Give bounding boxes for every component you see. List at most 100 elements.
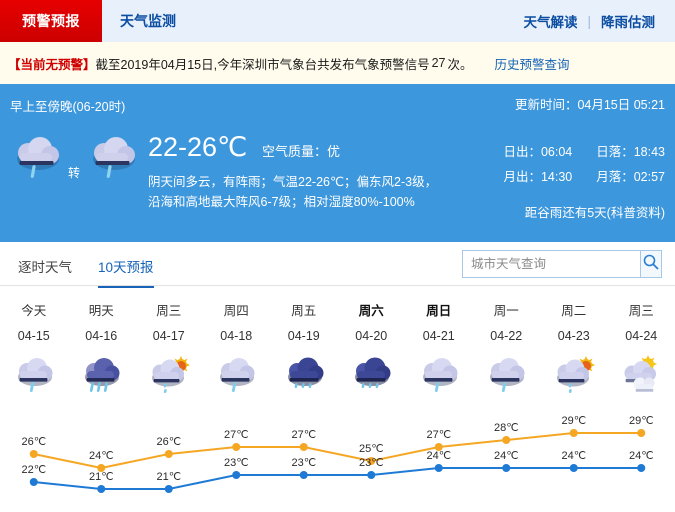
- current-temperature: 22-26℃: [148, 132, 248, 162]
- forecast-day-name: 周日: [426, 304, 452, 318]
- cloud-rain-icon: [416, 355, 462, 393]
- low-temp-point: [637, 464, 646, 472]
- nav-tab-weather-monitoring[interactable]: 天气监测: [102, 0, 194, 42]
- air-quality-label: 空气质量：: [262, 144, 328, 159]
- city-search-box: [462, 250, 662, 278]
- current-weather-panel: 早上至傍晚(06-20时) 转: [0, 84, 675, 242]
- nav-tab-warning-forecast-label: 预警预报: [22, 13, 80, 29]
- high-temp-point: [232, 443, 241, 451]
- forecast-day-name: 周一: [493, 304, 519, 318]
- low-temp-label: 24℃: [629, 450, 654, 462]
- nav-tab-warning-forecast[interactable]: 预警预报: [0, 0, 102, 42]
- low-temp-point: [299, 471, 308, 479]
- high-temp-label: 25℃: [359, 443, 384, 455]
- forecast-day-column[interactable]: 周六 04-20: [338, 288, 406, 408]
- moonset-time: 月落：02:57: [596, 170, 665, 184]
- tab-hourly-weather[interactable]: 逐时天气: [18, 260, 72, 275]
- forecast-day-column[interactable]: 周四 04-18: [203, 288, 271, 408]
- high-temp-point: [434, 443, 443, 451]
- warning-history-link[interactable]: 历史预警查询: [494, 57, 570, 72]
- forecast-day-column[interactable]: 周二 04-23: [540, 288, 608, 408]
- high-temp-point: [299, 443, 308, 451]
- forecast-day-column[interactable]: 周一 04-22: [473, 288, 541, 408]
- forecast-day-name: 周二: [561, 304, 587, 318]
- cloud-dark-rain-icon: [348, 355, 394, 393]
- forecast-day-name: 周三: [628, 304, 654, 318]
- forecast-day-column[interactable]: 周日 04-21: [405, 288, 473, 408]
- cloud-rain-icon: [11, 355, 57, 393]
- cloud-dark-rain-icon: [281, 355, 327, 393]
- high-temp-line: [33, 432, 642, 470]
- forecast-date: 04-21: [422, 329, 455, 343]
- warning-summary-text: 截至2019年04月15日,今年深圳市气象台共发布气象预警信号: [95, 57, 430, 72]
- warning-bar: 【当前无预警】 截至2019年04月15日,今年深圳市气象台共发布气象预警信号 …: [0, 42, 675, 84]
- nav-link-weather-interpretation[interactable]: 天气解读: [523, 15, 578, 30]
- low-temp-label: 23℃: [359, 457, 384, 469]
- high-temp-label: 26℃: [21, 436, 46, 448]
- period-label: 早上至傍晚(06-20时): [10, 100, 126, 114]
- ten-day-forecast: 今天 04-15 明天 04-16 周三 04-17 周四 04-18 周五 04-19 周六 04-…: [0, 288, 675, 512]
- cloud-rain-icon: [84, 133, 140, 190]
- sun-cloud-icon: [618, 355, 664, 393]
- tab-ten-day-forecast[interactable]: 10天预报: [98, 256, 154, 288]
- forecast-day-name: 今天: [21, 304, 47, 318]
- high-temp-label: 27℃: [224, 429, 249, 441]
- warning-status-badge: 【当前无预警】: [8, 57, 96, 72]
- temperature-chart: 26℃ 24℃ 26℃ 27℃ 27℃ 25℃ 27℃ 28℃ 29℃ 29℃ 22℃ 21℃ 21℃ 2…: [0, 408, 675, 512]
- low-temp-point: [97, 485, 106, 493]
- forecast-date: 04-18: [220, 329, 253, 343]
- description-line-1: 阴天间多云，有阵雨；气温22-26℃；偏东风2-3级，: [148, 175, 438, 189]
- low-temp-point: [434, 464, 443, 472]
- low-temp-point: [569, 464, 578, 472]
- nav-right-links: 天气解读 | 降雨估测: [513, 0, 675, 42]
- forecast-day-column[interactable]: 明天 04-16: [68, 288, 136, 408]
- forecast-day-column[interactable]: 周五 04-19: [270, 288, 338, 408]
- forecast-date: 04-23: [557, 329, 590, 343]
- forecast-date: 04-20: [355, 329, 388, 343]
- high-temp-point: [569, 429, 578, 437]
- sun-times-row: 日出：06:04 日落：18:43: [435, 141, 665, 160]
- sunrise-time: 日出：06:04: [503, 145, 573, 159]
- sun-cloud-rain-icon: [551, 355, 597, 394]
- forecast-day-column[interactable]: 周三 04-24: [608, 288, 675, 408]
- low-temp-label: 21℃: [156, 471, 181, 483]
- high-temp-label: 29℃: [629, 415, 654, 427]
- high-temp-label: 24℃: [89, 450, 114, 462]
- forecast-day-name: 周六: [358, 304, 384, 318]
- search-icon: [642, 253, 660, 276]
- cloud-heavy-rain-icon: [78, 355, 124, 393]
- high-temp-point: [637, 429, 646, 437]
- low-temp-point: [232, 471, 241, 479]
- sun-cloud-rain-icon: [146, 355, 192, 394]
- high-temp-point: [502, 436, 511, 444]
- low-temp-point: [502, 464, 511, 472]
- high-temp-label: 27℃: [426, 429, 451, 441]
- high-temp-point: [164, 450, 173, 458]
- low-temp-label: 22℃: [21, 464, 46, 476]
- nav-link-rainfall-estimation[interactable]: 降雨估测: [601, 15, 655, 30]
- nav-tab-weather-monitoring-label: 天气监测: [120, 13, 176, 29]
- search-button[interactable]: [640, 251, 661, 277]
- forecast-date: 04-16: [85, 329, 118, 343]
- high-temp-label: 27℃: [291, 429, 316, 441]
- low-temp-label: 21℃: [89, 471, 114, 483]
- low-temp-label: 24℃: [494, 450, 519, 462]
- low-temp-line: [33, 467, 642, 490]
- high-temp-label: 28℃: [494, 422, 519, 434]
- low-temp-point: [367, 471, 376, 479]
- forecast-day-name: 周五: [291, 304, 317, 318]
- nav-separator: |: [587, 13, 591, 29]
- warning-count-suffix: 次。: [447, 57, 473, 72]
- top-navigation: 预警预报 天气监测 天气解读 | 降雨估测: [0, 0, 675, 42]
- moon-times-row: 月出：14:30 月落：02:57: [435, 166, 665, 185]
- forecast-day-column[interactable]: 今天 04-15: [0, 288, 68, 408]
- forecast-day-column[interactable]: 周三 04-17: [135, 288, 203, 408]
- cloud-rain-icon: [8, 133, 64, 190]
- sunset-time: 日落：18:43: [596, 145, 665, 159]
- warning-count: 27: [431, 56, 446, 70]
- search-input[interactable]: [463, 251, 640, 277]
- solar-term-link[interactable]: 距谷雨还有5天(科普资料): [524, 206, 665, 220]
- high-temp-point: [367, 457, 376, 465]
- air-quality: 空气质量：优: [262, 141, 340, 160]
